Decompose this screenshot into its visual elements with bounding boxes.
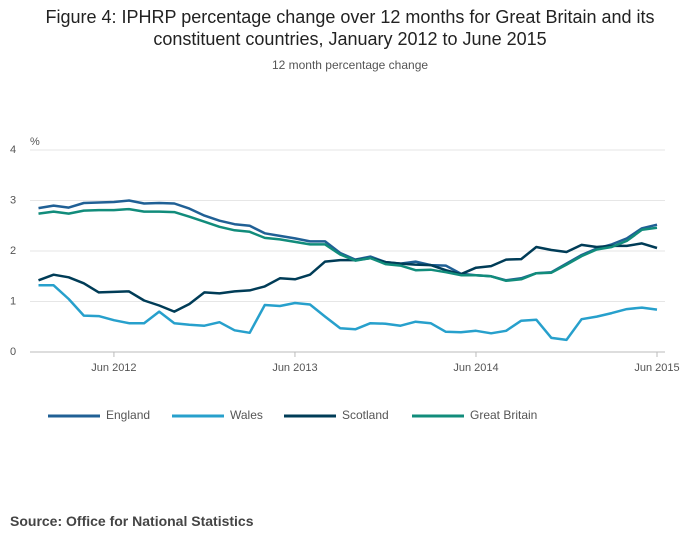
series-line [38,284,658,342]
y-axis-label: % [30,136,40,148]
y-tick-label: 0 [10,346,16,358]
legend-label: Scotland [342,408,389,422]
series-line [38,207,658,283]
legend-label: Wales [230,408,263,422]
x-tick-label: Jun 2013 [272,362,317,374]
chart-title: Figure 4: IPHRP percentage change over 1… [45,7,655,49]
x-tick-label: Jun 2012 [91,362,136,374]
y-tick-label: 1 [10,295,16,307]
source: Source: Office for National Statistics [10,513,254,529]
y-tick-label: 3 [10,194,16,206]
series-line [38,242,658,313]
x-tick-label: Jun 2014 [453,362,498,374]
chart: % 0 1 2 3 4 Jun 2012 Jun 2013 Jun 2014 Jun 2015 E… [10,136,680,422]
y-tick-label: 4 [10,144,16,156]
chart-subtitle: 12 month percentage change [271,58,429,72]
y-tick-label: 2 [10,245,16,257]
legend-label: England [106,408,150,422]
series-line [38,199,658,282]
legend-label: Great Britain [470,408,537,422]
x-tick-label: Jun 2015 [634,362,679,374]
